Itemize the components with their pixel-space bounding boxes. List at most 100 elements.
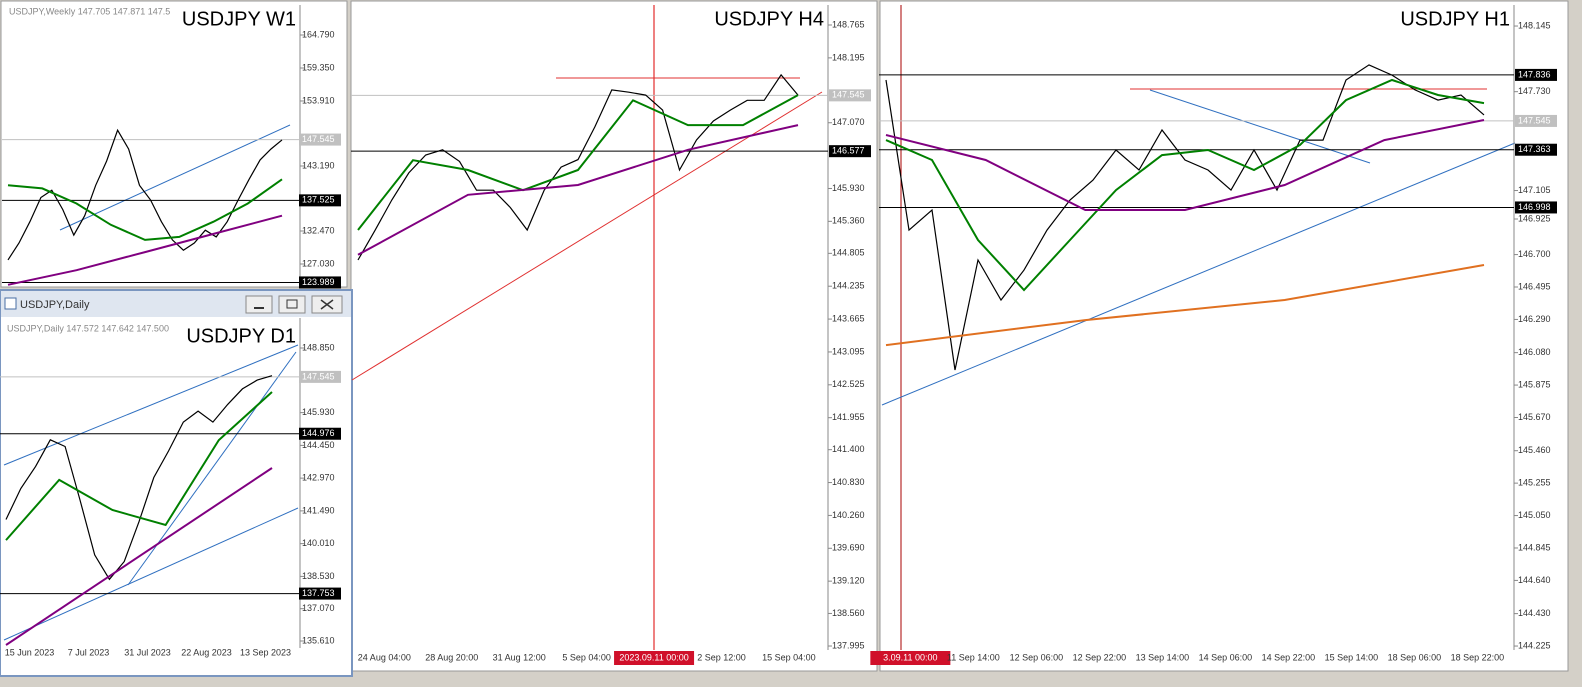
h4-panel — [350, 0, 878, 672]
level-tag-label: 147.545 — [1518, 115, 1551, 125]
moving-average — [7, 178, 283, 241]
level-tag — [829, 89, 871, 102]
y-tick-label: 144.450 — [302, 440, 335, 450]
minimize-button[interactable] — [245, 295, 273, 314]
moving-average — [885, 119, 1485, 211]
level-tag-label: 146.577 — [832, 146, 865, 156]
y-tick-label: 141.955 — [832, 412, 865, 422]
x-tick-label: 14 Sep 22:00 — [1262, 652, 1316, 662]
chart-header: USDJPY,Weekly 147.705 147.871 147.5 — [9, 6, 170, 16]
y-tick-label: 139.120 — [832, 576, 865, 586]
y-tick-label: 145.875 — [1518, 379, 1551, 389]
level-tag — [1515, 68, 1557, 81]
x-tick-label: 15 Sep 04:00 — [762, 652, 816, 662]
x-tick-label: 31 Aug 12:00 — [493, 652, 546, 662]
y-tick-label: 146.290 — [1518, 314, 1551, 324]
y-tick-label: 141.490 — [302, 505, 335, 515]
trend-line — [1149, 89, 1371, 164]
restore-icon — [286, 299, 298, 309]
moving-average — [357, 124, 799, 256]
x-tick-label: 5 Sep 04:00 — [562, 652, 611, 662]
level-tag — [299, 427, 341, 440]
x-tick-label: 24 Aug 04:00 — [358, 652, 411, 662]
y-tick-label: 138.530 — [302, 571, 335, 581]
y-tick-label: 144.235 — [832, 281, 865, 291]
level-tag — [1515, 201, 1557, 214]
moving-average — [885, 78, 1485, 292]
level-tag-label: 144.976 — [302, 428, 335, 438]
moving-average — [885, 264, 1485, 347]
window-icon — [4, 297, 17, 310]
y-tick-label: 148.765 — [832, 19, 865, 29]
moving-average — [5, 391, 273, 541]
level-tag-label: 147.545 — [832, 90, 865, 100]
y-tick-label: 146.495 — [1518, 281, 1551, 291]
y-tick-label: 145.930 — [832, 183, 865, 193]
x-tick-label: 13 Sep 14:00 — [1136, 652, 1190, 662]
close-icon — [320, 299, 334, 310]
h1-panel — [879, 0, 1569, 672]
x-tick-label: 3.09.11 00:00 — [883, 652, 937, 662]
y-tick-label: 138.560 — [832, 608, 865, 618]
y-tick-label: 140.010 — [302, 538, 335, 548]
x-tick-label: 12 Sep 22:00 — [1073, 652, 1127, 662]
level-tag — [299, 276, 341, 289]
y-tick-label: 159.350 — [302, 62, 335, 72]
trend-line — [881, 142, 1516, 406]
x-tick-label: 11 Sep 14:00 — [947, 652, 1000, 662]
x-label-highlight — [614, 651, 695, 665]
y-tick-label: 146.080 — [1518, 347, 1551, 357]
y-tick-label: 141.400 — [832, 444, 865, 454]
x-tick-label: 7 Jul 2023 — [68, 647, 110, 657]
y-tick-label: 147.730 — [1518, 86, 1551, 96]
x-tick-label: 15 Jun 2023 — [5, 647, 55, 657]
level-tag-label: 147.545 — [302, 134, 335, 144]
y-tick-label: 164.790 — [302, 29, 335, 39]
level-tag — [299, 133, 341, 146]
level-tag-label: 146.998 — [1518, 202, 1551, 212]
y-tick-label: 145.360 — [832, 216, 865, 226]
chart-header: USDJPY,Daily 147.572 147.642 147.500 — [7, 323, 169, 333]
level-tag-label: 147.363 — [1518, 144, 1551, 154]
restore-button[interactable] — [278, 295, 306, 314]
y-tick-label: 137.070 — [302, 603, 335, 613]
x-tick-label: 12 Sep 06:00 — [1010, 652, 1064, 662]
x-tick-label: 22 Aug 2023 — [181, 647, 232, 657]
d1-window — [0, 289, 353, 677]
y-tick-label: 127.030 — [302, 258, 335, 268]
x-tick-label: 31 Jul 2023 — [124, 647, 171, 657]
moving-average — [5, 467, 273, 646]
chart-title: USDJPY W1 — [182, 8, 296, 30]
level-tag-label: 147.836 — [1518, 69, 1551, 79]
y-tick-label: 140.830 — [832, 477, 865, 487]
trend-line — [3, 344, 299, 466]
y-tick-label: 146.700 — [1518, 249, 1551, 259]
moving-average — [7, 214, 283, 286]
y-tick-label: 142.525 — [832, 379, 865, 389]
level-tag — [299, 370, 341, 383]
y-tick-label: 144.640 — [1518, 575, 1551, 585]
x-tick-label: 15 Sep 14:00 — [1325, 652, 1379, 662]
price-line — [885, 64, 1485, 371]
y-tick-label: 148.850 — [302, 342, 335, 352]
y-tick-label: 145.255 — [1518, 478, 1551, 488]
y-tick-label: 145.670 — [1518, 412, 1551, 422]
moving-average — [357, 94, 799, 231]
chart-title: USDJPY D1 — [186, 325, 296, 347]
level-tag-label: 123.989 — [302, 277, 335, 287]
chart-title: USDJPY H1 — [1400, 8, 1510, 30]
level-tag-label: 147.545 — [302, 371, 335, 381]
y-tick-label: 137.995 — [832, 640, 865, 650]
y-tick-label: 135.610 — [302, 635, 335, 645]
trend-line — [351, 91, 823, 381]
y-tick-label: 140.260 — [832, 510, 865, 520]
x-tick-label: 2023.09.11 00:00 — [619, 652, 688, 662]
y-tick-label: 144.430 — [1518, 608, 1551, 618]
x-tick-label: 2 Sep 12:00 — [697, 652, 746, 662]
level-tag — [299, 587, 341, 600]
level-tag — [1515, 114, 1557, 127]
y-tick-label: 139.690 — [832, 543, 865, 553]
x-tick-label: 13 Sep 2023 — [240, 647, 291, 657]
trend-line — [59, 124, 291, 231]
